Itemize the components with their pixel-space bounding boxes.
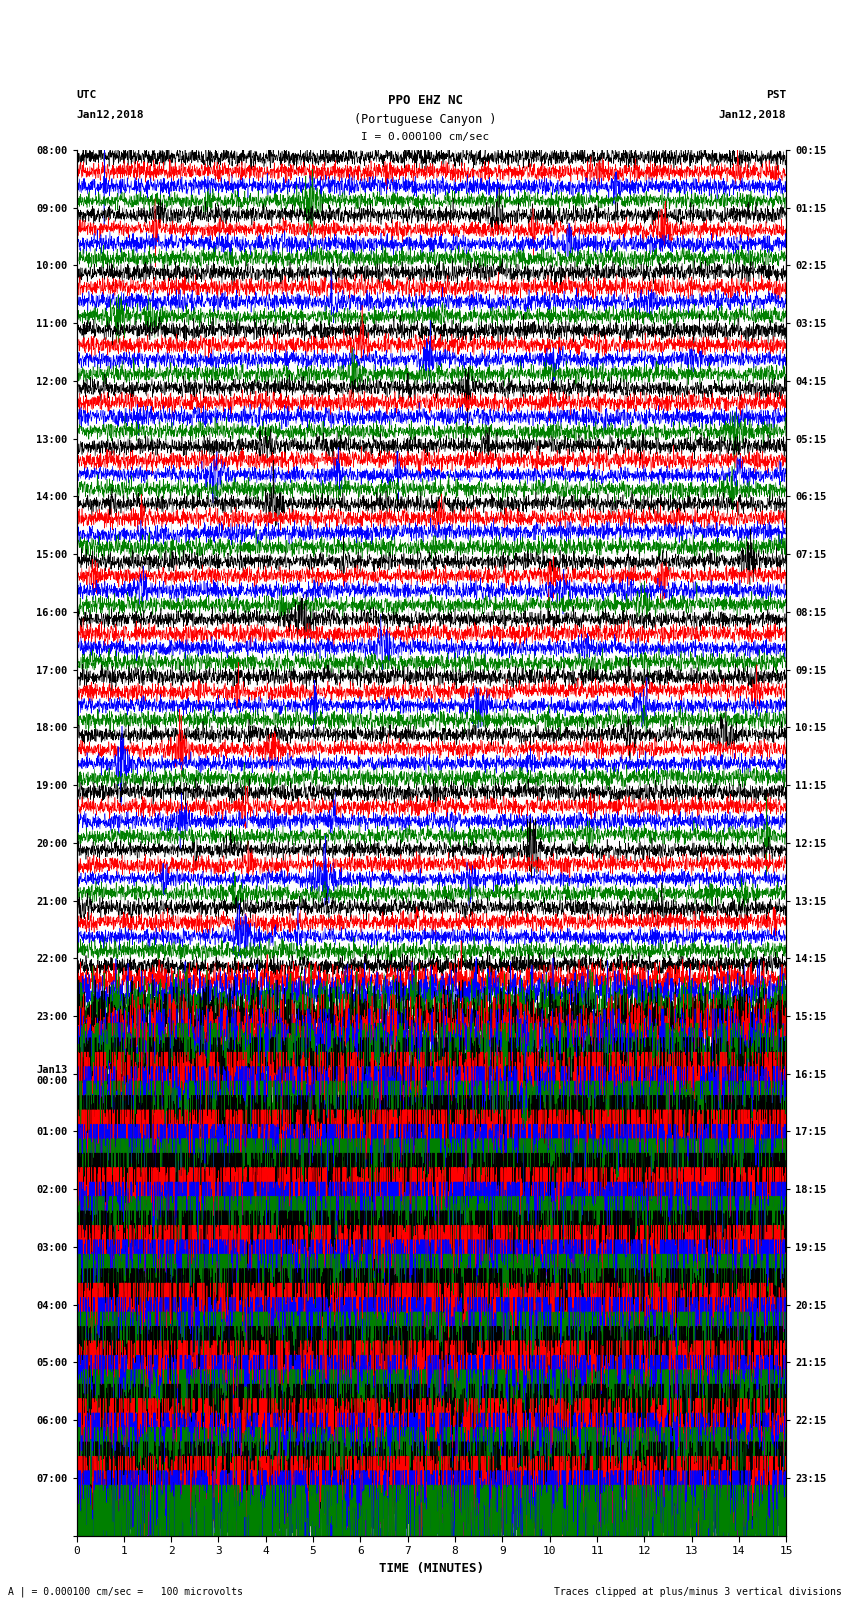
Text: A | = 0.000100 cm/sec =   100 microvolts: A | = 0.000100 cm/sec = 100 microvolts [8,1586,243,1597]
Text: Traces clipped at plus/minus 3 vertical divisions: Traces clipped at plus/minus 3 vertical … [553,1587,842,1597]
X-axis label: TIME (MINUTES): TIME (MINUTES) [379,1561,484,1574]
Text: PPO EHZ NC: PPO EHZ NC [388,94,462,106]
Text: (Portuguese Canyon ): (Portuguese Canyon ) [354,113,496,126]
Text: Jan12,2018: Jan12,2018 [719,110,786,119]
Text: Jan12,2018: Jan12,2018 [76,110,144,119]
Text: UTC: UTC [76,90,97,100]
Text: PST: PST [766,90,786,100]
Text: I = 0.000100 cm/sec: I = 0.000100 cm/sec [361,132,489,142]
